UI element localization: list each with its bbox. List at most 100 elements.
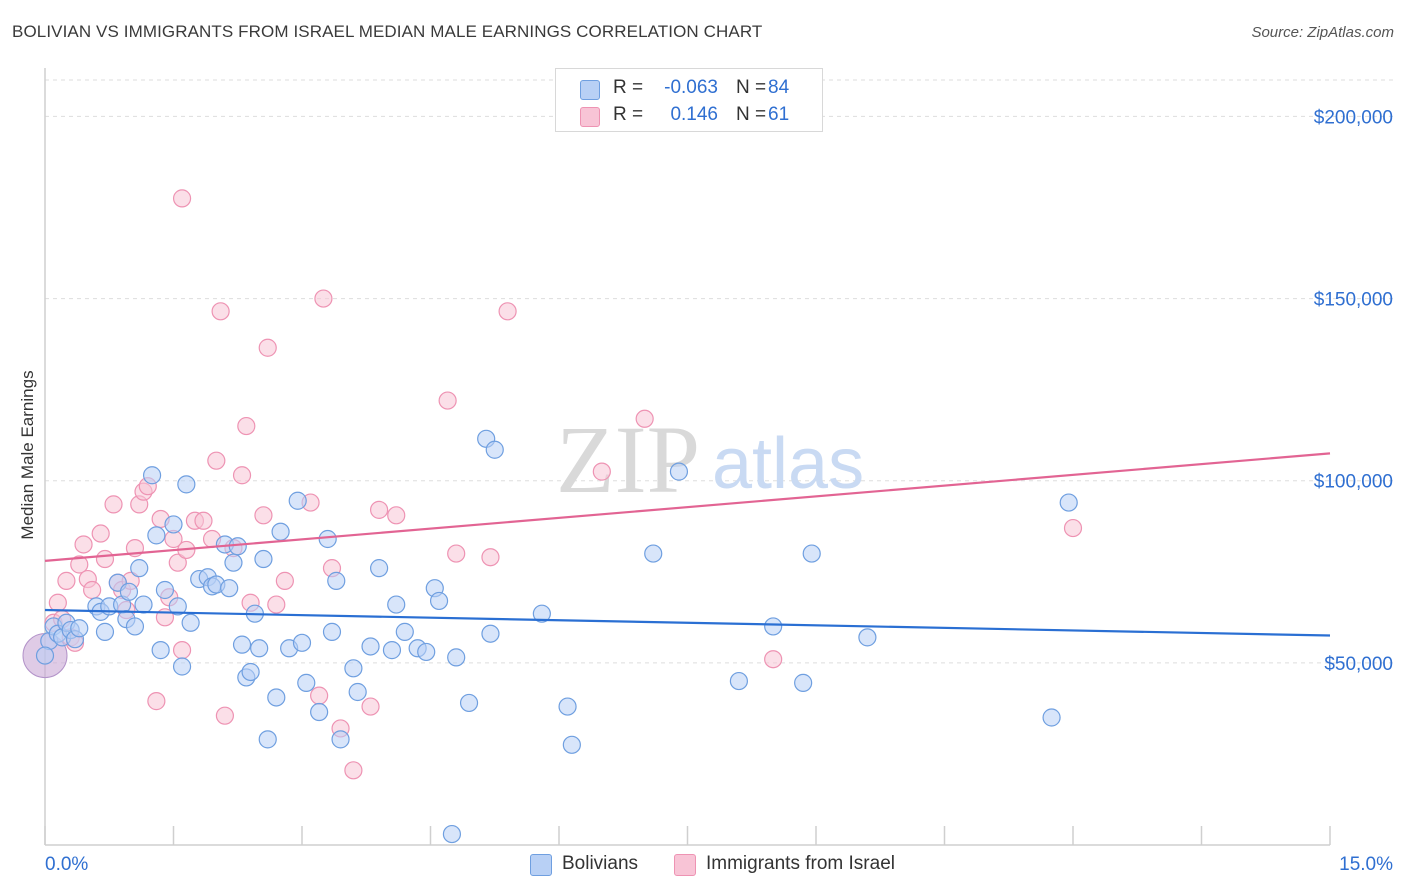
bolivians-point [382, 641, 402, 660]
israel-point [194, 511, 213, 530]
bolivians-point [258, 730, 277, 749]
x-tick-label-left: 0.0% [45, 854, 88, 875]
watermark: ZIP atlas [556, 406, 864, 513]
israel-point [207, 451, 226, 470]
bolivians-point [271, 522, 290, 541]
bolivians-point [1042, 708, 1061, 727]
israel-point [498, 302, 517, 321]
bolivians-point [481, 624, 500, 643]
bolivians-point [395, 622, 414, 641]
legend-n-value: 84 [768, 77, 790, 98]
trend-lines [44, 452, 1331, 637]
bolivians-point [155, 580, 175, 600]
bolivians-point [729, 671, 749, 691]
bolivians-point [130, 559, 149, 578]
legend-r-value: 0.146 [670, 104, 718, 125]
israel-point [258, 338, 277, 357]
legend-r-label: R = [613, 77, 644, 98]
watermark-atlas: atlas [712, 424, 864, 504]
bolivians-point [224, 553, 243, 572]
israel-point [344, 761, 363, 780]
bolivians-point [220, 579, 239, 598]
israel-point [314, 289, 333, 308]
bolivians-point [134, 595, 153, 614]
bolivians-point [147, 526, 166, 545]
bolivians-point [267, 688, 286, 707]
bolivians-point [558, 697, 577, 716]
israel-point [387, 506, 406, 525]
israel-point [1063, 518, 1083, 538]
y-tick-label: $100,000 [1314, 472, 1393, 493]
bolivians-point [331, 730, 350, 749]
bolivians-point [297, 673, 316, 692]
israel-point [635, 409, 654, 428]
bolivians-point [387, 595, 406, 614]
bolivians-point [322, 622, 342, 641]
israel-point [168, 553, 187, 572]
bolivians-point [858, 628, 877, 647]
israel-point [254, 506, 273, 525]
israel-legend-swatch [674, 854, 696, 876]
legend-row-israel: R = 0.146 N = 61 [556, 101, 822, 129]
bolivians-point [562, 735, 581, 754]
axes [44, 68, 1331, 846]
bolivians-point [327, 571, 346, 590]
bolivians-point [802, 544, 821, 563]
bolivians-swatch [580, 80, 600, 100]
bolivians-point [348, 682, 367, 702]
x-tick-label-right: 15.0% [1339, 854, 1393, 875]
israel-point [95, 549, 115, 569]
israel-point [104, 495, 123, 514]
israel-point [361, 697, 380, 716]
bolivians-point [447, 648, 466, 667]
israel-point [172, 641, 192, 660]
legend-n-label: N = [736, 104, 767, 125]
bolivians-point [168, 597, 187, 616]
bolivians-point [370, 559, 389, 578]
bolivians-point [241, 662, 260, 682]
bolivians-point [344, 659, 363, 678]
israel-point [592, 462, 611, 481]
bolivians-point [459, 693, 479, 713]
bolivians-point [764, 617, 783, 636]
bolivians-point [35, 646, 55, 665]
y-tick-label: $50,000 [1324, 654, 1393, 675]
legend-n-label: N = [736, 77, 767, 98]
bolivians-point [70, 619, 89, 638]
bolivians-point [361, 637, 380, 656]
bolivians-point [95, 622, 115, 641]
israel-point [232, 466, 252, 485]
israel-point [237, 416, 256, 436]
israel-point [438, 391, 457, 410]
bolivians-point [177, 475, 196, 494]
israel-point [447, 544, 466, 563]
legend-n-value: 61 [768, 104, 790, 125]
bolivians-point [151, 641, 170, 660]
bolivians-point [485, 440, 504, 459]
tick-labels: $50,000 $100,000 $150,000 $200,000 0.0% 15.0% [45, 107, 1393, 875]
israel-point [310, 686, 329, 705]
watermark-zip: ZIP [556, 406, 700, 513]
israel-swatch [580, 107, 600, 127]
israel-point [370, 500, 389, 519]
bolivians-point [310, 702, 329, 722]
israel-point [275, 571, 294, 590]
israel-point [215, 706, 234, 725]
y-tick-label: $200,000 [1314, 107, 1393, 128]
bolivians-trend-line [44, 608, 1331, 637]
israel-point [48, 593, 67, 612]
grid-lines [45, 79, 1393, 664]
bolivians-point [644, 544, 663, 563]
israel-point [481, 548, 500, 567]
bolivians-point [172, 657, 192, 676]
bolivians-point [669, 462, 689, 481]
israel-point [70, 555, 89, 574]
bolivians-point [417, 642, 436, 662]
bolivians-point [164, 515, 183, 534]
bolivians-point [142, 466, 162, 485]
bolivians-point [318, 529, 337, 549]
israel-legend-label: Immigrants from Israel [706, 853, 895, 874]
bolivians-point [288, 491, 307, 510]
israel-trend-line [44, 452, 1331, 562]
